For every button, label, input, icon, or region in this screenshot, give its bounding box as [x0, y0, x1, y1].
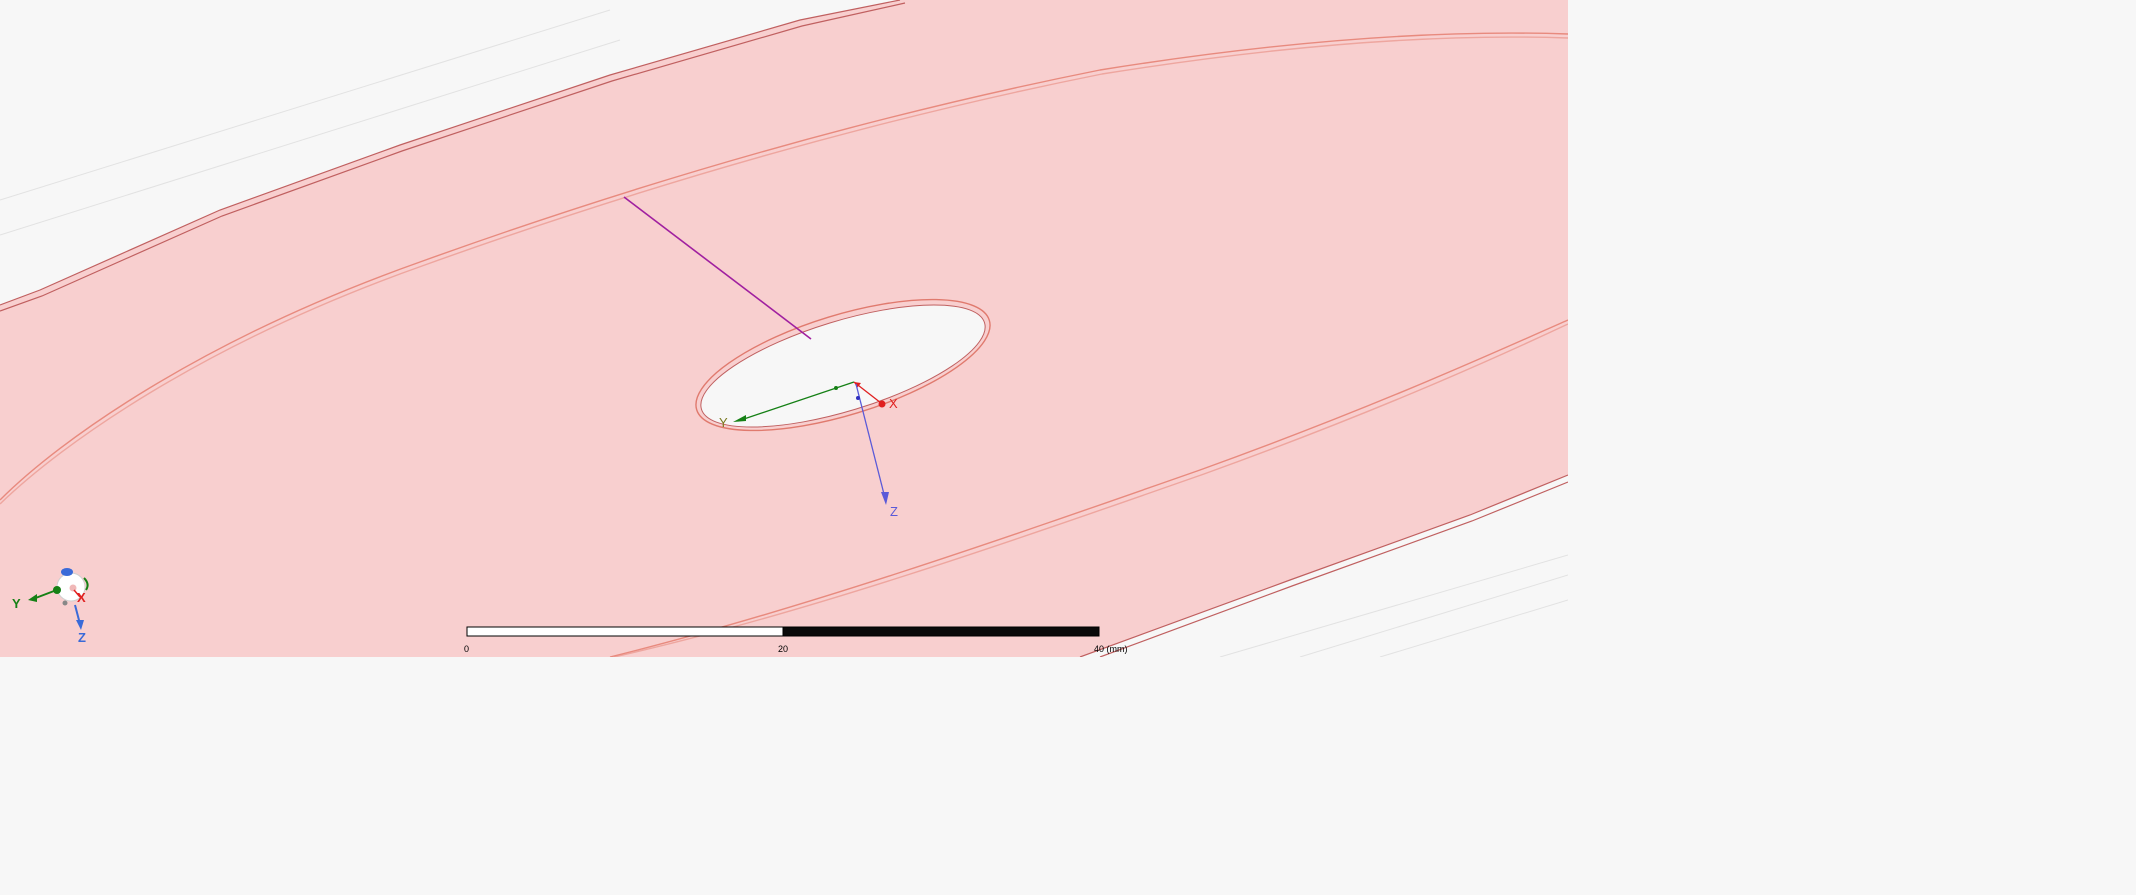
- scale-bar: 0 20 40 (mm): [464, 626, 1128, 654]
- global-x-axis: [73, 589, 81, 598]
- global-y-label: Y: [12, 596, 21, 611]
- triad-y-cap-icon: [53, 586, 61, 594]
- local-origin-marker: [856, 396, 860, 400]
- inner-ellipse-edge: [0, 32, 1568, 657]
- local-x-arrowhead: [854, 382, 861, 388]
- outer-edge-top: [0, 0, 906, 312]
- probe-line[interactable]: [623, 196, 812, 340]
- global-orientation-triad[interactable]: X Y Z: [12, 568, 89, 645]
- local-coordinate-system[interactable]: X Y Z: [719, 381, 898, 519]
- global-x-label: X: [77, 590, 86, 605]
- scale-label-40: 40 (mm): [1094, 644, 1128, 654]
- local-y-label: Y: [719, 415, 728, 430]
- local-y-arrowhead: [733, 415, 746, 422]
- background-guides: [0, 9, 1568, 657]
- global-y-arrowhead: [28, 594, 37, 602]
- global-z-arrowhead: [76, 620, 84, 630]
- triad-rotate-arrow-icon: [83, 577, 89, 591]
- local-x-label: X: [889, 396, 898, 411]
- triad-gray-knob-icon: [62, 600, 68, 606]
- graphics-viewport[interactable]: X Y Z X Y Z 0 20 40 (mm): [0, 0, 1568, 657]
- hole-feature[interactable]: [682, 272, 1004, 457]
- local-z-arrowhead: [881, 492, 889, 505]
- triad-z-cap-icon: [61, 568, 73, 576]
- surface-body[interactable]: [0, 0, 1568, 657]
- local-x-marker: [878, 400, 886, 408]
- scale-label-20: 20: [778, 644, 788, 654]
- local-z-axis: [855, 383, 887, 503]
- scale-bar-black-segment: [782, 626, 1100, 637]
- global-z-label: Z: [78, 630, 86, 645]
- triad-x-cap-icon: [69, 584, 77, 592]
- scale-bar-white-segment: [466, 626, 784, 637]
- local-z-label: Z: [890, 504, 898, 519]
- scale-label-0: 0: [464, 644, 469, 654]
- local-y-marker: [834, 386, 838, 390]
- outer-edge-bottom: [1079, 474, 1568, 657]
